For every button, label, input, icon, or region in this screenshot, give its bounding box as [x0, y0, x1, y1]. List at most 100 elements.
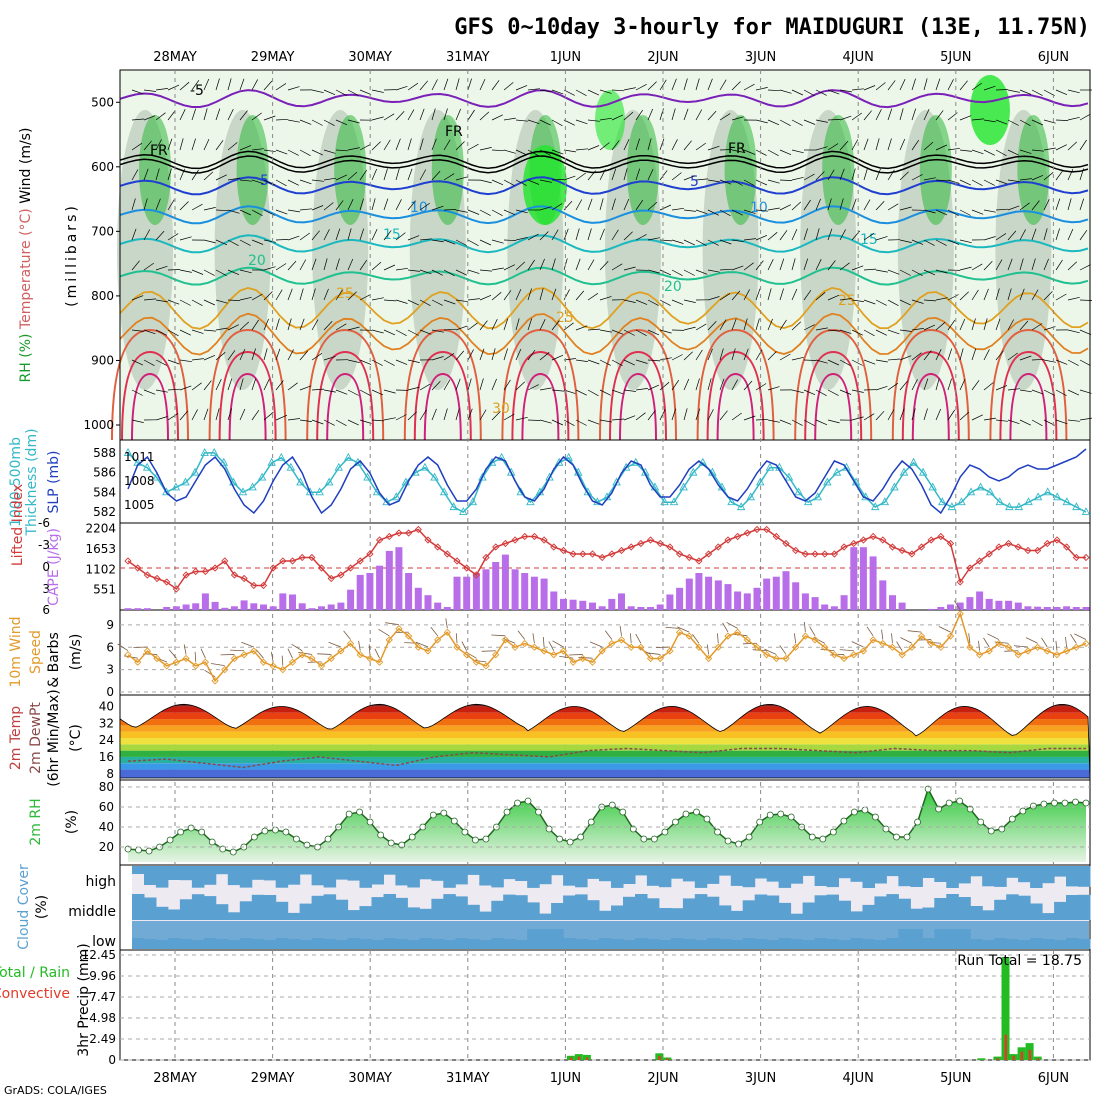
wind-barb	[767, 419, 780, 423]
wind-barb-10m	[589, 641, 603, 648]
cloud-mid-bar	[239, 901, 253, 920]
wind-barb	[143, 89, 156, 92]
lifted-index-series-point	[879, 536, 887, 544]
wind-barb	[1031, 119, 1044, 126]
wind-barb	[947, 147, 960, 151]
pressure-tick: 600	[91, 160, 114, 174]
wind-barb	[1055, 293, 1067, 301]
wind-barb	[1067, 141, 1078, 151]
wind-speed-series-point	[821, 643, 829, 651]
wind-barb	[215, 269, 227, 277]
wind-barb	[299, 259, 307, 271]
wind-barb	[611, 114, 624, 121]
wind-barb	[467, 269, 480, 274]
wind-barb-10m	[1070, 633, 1077, 644]
wind-speed-series-point	[695, 643, 703, 651]
wind-barb	[503, 117, 516, 121]
temp-tick: 40	[99, 699, 114, 713]
wind-barb	[971, 209, 984, 215]
wind-barb	[947, 294, 959, 301]
wind-barb	[347, 89, 359, 96]
wind-barb	[395, 85, 408, 91]
wind-barb	[1055, 228, 1060, 241]
rh-series-point	[587, 818, 595, 826]
wind-barb	[863, 359, 876, 365]
rh-series-point	[777, 810, 785, 818]
wind-barb	[983, 417, 996, 421]
wind-barb-10m	[839, 649, 854, 652]
wind-barb	[407, 329, 419, 336]
wind-barb	[755, 260, 764, 271]
thickness-series-point	[995, 497, 1005, 506]
chart-title: GFS 0~10day 3-hourly for MAIDUGURI (13E,…	[454, 15, 1090, 40]
wind-barb	[443, 108, 448, 121]
cape-bar	[685, 578, 693, 610]
wind-barb	[635, 359, 648, 364]
cloud-mid-bar	[539, 913, 552, 920]
wind-barb	[179, 138, 184, 151]
precip-unit-label: 3hr Precip (mm)	[76, 943, 92, 1056]
wind-barb	[419, 138, 424, 151]
wind-barb	[215, 108, 221, 121]
wind-barb	[791, 389, 804, 394]
cape-tick: 2204	[85, 522, 116, 536]
wind-barb	[287, 349, 294, 361]
cape-bar	[859, 547, 867, 610]
wind-barb-10m	[968, 633, 971, 644]
wind-speed-series-point	[1043, 647, 1051, 655]
cape-bar	[230, 606, 238, 610]
lifted-index-series-point	[975, 557, 984, 565]
wind-barb	[347, 389, 359, 396]
wind-barb	[611, 329, 624, 335]
cape-bar	[414, 587, 422, 610]
wind-barb	[923, 324, 936, 331]
wind-barb-10m	[851, 641, 864, 648]
wind-barb	[503, 264, 515, 271]
wind-barb	[371, 89, 384, 93]
cape-bar	[937, 607, 945, 610]
thickness-series-point	[890, 482, 899, 491]
wind-barb	[647, 384, 660, 391]
warm-contour	[911, 372, 950, 441]
rh-series-point	[724, 837, 732, 845]
lifted-index-series-point	[1043, 539, 1051, 548]
wind-barb	[767, 149, 779, 157]
cape-bar	[956, 602, 964, 610]
wind-speed-series-point	[724, 632, 732, 640]
warm-contour	[794, 328, 873, 441]
wind-barb	[527, 349, 536, 361]
cape-bar	[269, 606, 277, 610]
thickness-series-point	[449, 502, 458, 511]
thickness-series-point	[554, 457, 564, 466]
wind-barb	[791, 356, 804, 361]
wind-barb	[575, 290, 585, 301]
wind-barb	[239, 179, 252, 182]
rh-series-point	[503, 808, 511, 816]
lifted-index-series-point	[356, 557, 364, 565]
wind-barb	[647, 410, 656, 421]
wind-barb	[683, 140, 692, 151]
wind-barb	[887, 203, 899, 211]
wind-barb	[611, 229, 619, 241]
wind-barb	[299, 149, 311, 157]
thickness-series-point	[784, 472, 794, 481]
li-label: Lifted Index	[10, 484, 26, 566]
wind-speed-series-point	[937, 643, 945, 651]
date-label-bottom: 4JUN	[843, 1071, 874, 1086]
lifted-index-series-point	[259, 581, 268, 590]
wind-barb	[695, 178, 708, 181]
wind-barb	[611, 263, 623, 271]
wind-barb	[695, 239, 707, 247]
date-label-top: 28MAY	[153, 50, 197, 65]
precip-tick: 7.47	[89, 990, 116, 1004]
contour-label: 10	[410, 200, 428, 216]
wind-barb	[743, 289, 750, 301]
lifted-index-series-point	[395, 529, 403, 537]
lifted-index-series-point	[821, 550, 829, 558]
wind-barb	[995, 385, 1008, 391]
wind-barb	[131, 419, 144, 423]
wind-barb-10m	[1014, 645, 1028, 648]
cloud-high-bar	[958, 866, 971, 884]
wind-barb	[479, 147, 492, 151]
wind-barb	[1043, 172, 1054, 181]
